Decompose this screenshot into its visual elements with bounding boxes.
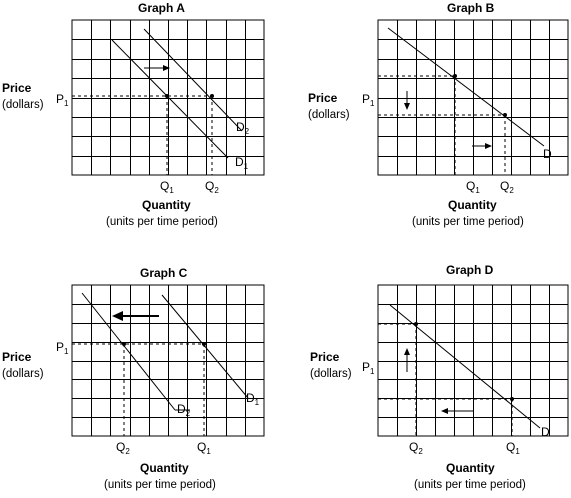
shift-arrow-right	[144, 65, 170, 71]
quantity-label-q2: Q2	[205, 179, 219, 195]
demand-curve-d1	[111, 39, 229, 159]
equilibrium-point-1	[202, 342, 206, 346]
graph-c: Graph C D1 D2 P1 Q2 Q1 Price (dollars) Q…	[2, 266, 265, 491]
curve-label-d1: D1	[235, 155, 249, 171]
equilibrium-point-1	[510, 397, 514, 401]
curve-label-d2: D2	[236, 120, 250, 136]
curve-label-d: D	[543, 147, 552, 161]
demand-curve-d2	[81, 292, 176, 411]
price-label-p1: P1	[362, 92, 375, 108]
demand-curve-d2	[143, 28, 243, 132]
curve-label-d: D	[541, 425, 550, 439]
graph-title: Graph D	[446, 263, 494, 277]
quantity-label-q1: Q1	[160, 179, 174, 195]
x-axis-label: Quantity	[140, 461, 189, 475]
quantity-label-q1: Q1	[197, 440, 211, 456]
equilibrium-point-1	[453, 74, 457, 78]
curve-label-d2: D2	[177, 402, 191, 418]
price-label-p1: P1	[56, 92, 69, 108]
quantity-label-q1: Q1	[506, 440, 520, 456]
curve-label-d1: D1	[246, 391, 260, 407]
quantity-arrow-right	[472, 143, 492, 149]
y-axis-sublabel: (dollars)	[2, 368, 44, 380]
y-axis-label: Price	[2, 350, 32, 364]
graph-title: Graph A	[138, 1, 185, 15]
x-axis-sublabel: (units per time period)	[414, 479, 526, 491]
grid	[378, 20, 568, 175]
y-axis-label: Price	[310, 350, 340, 364]
price-arrow-down	[404, 91, 410, 110]
x-axis-sublabel: (units per time period)	[104, 479, 216, 491]
price-arrow-up	[404, 348, 410, 372]
y-axis-label: Price	[2, 81, 32, 95]
quantity-label-q2: Q2	[500, 179, 514, 195]
equilibrium-point-1	[165, 94, 169, 98]
price-label-p1: P1	[362, 360, 375, 376]
quantity-arrow-left	[441, 408, 474, 414]
grid	[72, 285, 264, 436]
equilibrium-point-2	[503, 113, 507, 117]
grid	[72, 20, 264, 175]
graph-title: Graph B	[447, 1, 495, 15]
x-axis-sublabel: (units per time period)	[106, 216, 218, 228]
quantity-label-q2: Q2	[116, 440, 130, 456]
equilibrium-point-2	[122, 342, 126, 346]
graph-d: Graph D D P1 Q2 Q1 Price (dollars) Quant…	[310, 263, 569, 491]
quantity-label-q2: Q2	[409, 440, 423, 456]
shift-arrow-left	[112, 311, 159, 321]
x-axis-label: Quantity	[448, 198, 497, 212]
y-axis-sublabel: (dollars)	[310, 368, 352, 380]
y-axis-label: Price	[308, 91, 338, 105]
price-label-p1: P1	[56, 340, 69, 356]
x-axis-label: Quantity	[142, 198, 191, 212]
x-axis-label: Quantity	[446, 461, 495, 475]
x-axis-sublabel: (units per time period)	[412, 216, 524, 228]
graph-title: Graph C	[140, 266, 188, 280]
demand-curve-d	[387, 27, 545, 147]
graph-b: Graph B D P1 Q1 Q2 Price (dollars) Quant…	[308, 1, 569, 228]
y-axis-sublabel: (dollars)	[2, 99, 44, 111]
demand-curve-d1	[161, 294, 249, 399]
equilibrium-point-2	[414, 322, 418, 326]
graph-a: Graph A D2 D1 P1 Q1 Q2 Price (dollars) Q…	[2, 1, 265, 228]
y-axis-sublabel: (dollars)	[308, 109, 350, 121]
equilibrium-point-2	[210, 94, 214, 98]
quantity-label-q1: Q1	[466, 179, 480, 195]
